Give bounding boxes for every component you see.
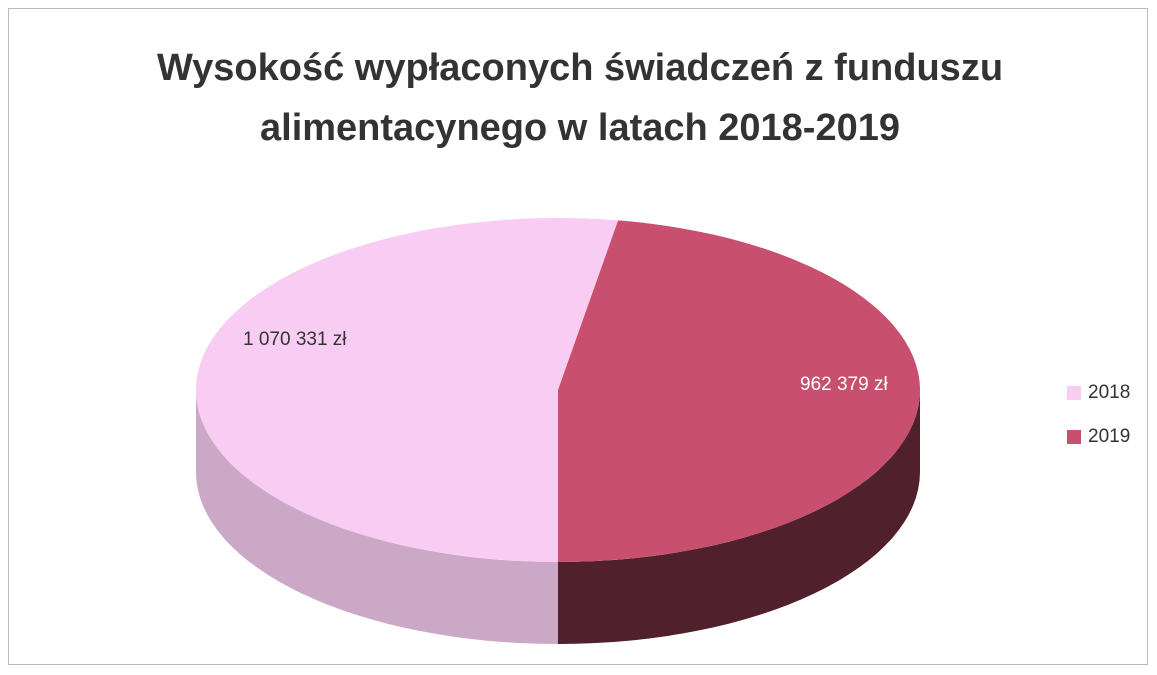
slice-side: [196, 390, 558, 644]
slice: [558, 220, 920, 562]
legend-swatch: [1067, 386, 1081, 400]
legend-label: 2018: [1088, 382, 1130, 403]
chart-frame: [8, 8, 1148, 665]
legend-label: 2019: [1088, 426, 1130, 447]
legend-swatch: [1067, 430, 1081, 444]
slice-side: [558, 390, 920, 644]
slice: [195, 217, 619, 562]
data-label: 962 379 zł: [800, 374, 888, 395]
chart-title: Wysokość wypłaconych świadczeń z fundusz…: [156, 47, 1004, 149]
data-label: 1 070 331 zł: [243, 329, 347, 350]
